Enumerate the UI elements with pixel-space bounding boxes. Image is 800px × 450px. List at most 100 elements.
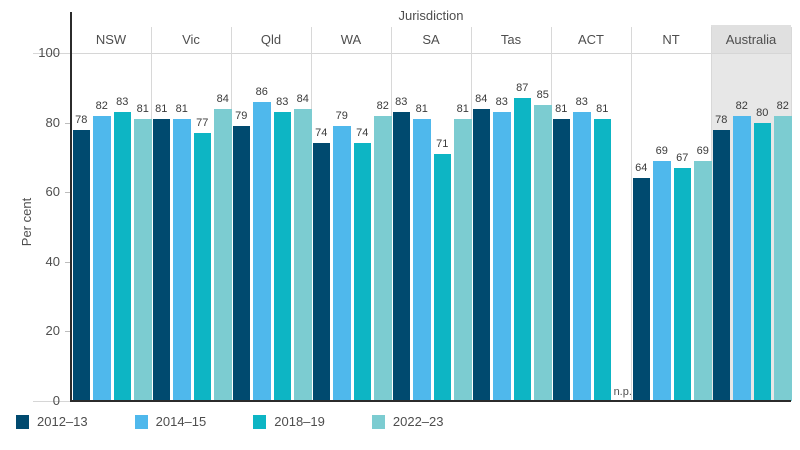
bar-nsw-2012-13[interactable] [72, 129, 90, 401]
bar-value-qld-2012-13: 79 [235, 110, 248, 123]
bar-value-nsw-2018-19: 83 [116, 96, 129, 109]
bar-value-qld-2018-19: 83 [276, 96, 289, 109]
bar-sa-2018-19[interactable] [433, 153, 451, 401]
bar-qld-2014-15[interactable] [253, 101, 271, 401]
bar-nsw-2022-23[interactable] [134, 119, 152, 401]
bar-wa-2012-13[interactable] [312, 143, 330, 401]
np-label-act-2022-23: n.p. [613, 386, 632, 398]
legend-item-2014-15[interactable]: 2014–15 [134, 414, 207, 429]
bar-nt-2014-15[interactable] [653, 160, 671, 401]
bar-wa-2014-15[interactable] [333, 126, 351, 401]
bar-act-2012-13[interactable] [552, 119, 570, 401]
bar-value-qld-2022-23: 84 [296, 92, 309, 105]
bar-value-act-2012-13: 81 [555, 103, 568, 116]
bar-sa-2012-13[interactable] [392, 112, 410, 401]
bar-act-2018-19[interactable] [593, 119, 611, 401]
highlight-header-australia [711, 25, 791, 53]
bar-value-australia-2018-19: 80 [756, 106, 769, 119]
panel-divider [791, 27, 792, 401]
x-axis-line [71, 400, 791, 402]
column-header-australia: Australia [725, 32, 777, 47]
column-header-wa: WA [340, 32, 362, 47]
bar-nt-2022-23[interactable] [694, 160, 712, 401]
legend-item-2012-13[interactable]: 2012–13 [16, 414, 88, 429]
bar-value-act-2014-15: 83 [575, 96, 588, 109]
bar-value-australia-2022-23: 82 [776, 99, 789, 112]
bar-sa-2022-23[interactable] [454, 119, 472, 401]
bar-value-nt-2012-13: 64 [635, 162, 648, 175]
bar-wa-2022-23[interactable] [374, 115, 392, 401]
bar-vic-2018-19[interactable] [193, 133, 211, 401]
legend: 2012–13 2014–15 2018–19 2022–23 [16, 414, 491, 429]
legend-label-2012-13: 2012–13 [37, 414, 88, 429]
bar-value-sa-2012-13: 83 [395, 96, 408, 109]
bar-value-sa-2022-23: 81 [456, 103, 469, 116]
panel-divider [471, 27, 472, 401]
bar-value-wa-2018-19: 74 [356, 127, 369, 140]
column-header-vic: Vic [182, 32, 200, 47]
legend-label-2022-23: 2022–23 [392, 414, 444, 429]
y-tick-label-80: 80 [45, 114, 60, 130]
legend-swatch-2018-19 [253, 414, 267, 429]
bar-value-tas-2022-23: 85 [536, 89, 549, 102]
panel-divider [231, 27, 232, 401]
bar-act-2014-15[interactable] [573, 112, 591, 401]
bar-qld-2018-19[interactable] [273, 112, 291, 401]
baseline-left-stub [33, 401, 71, 402]
bar-sa-2014-15[interactable] [413, 119, 431, 401]
bar-tas-2022-23[interactable] [534, 105, 552, 401]
y-axis-line [70, 12, 72, 402]
bar-nt-2012-13[interactable] [632, 178, 650, 401]
bar-australia-2018-19[interactable] [753, 122, 771, 401]
bar-australia-2022-23[interactable] [774, 115, 792, 401]
bar-qld-2022-23[interactable] [294, 108, 312, 401]
bar-value-nt-2014-15: 69 [655, 144, 668, 157]
bar-vic-2022-23[interactable] [214, 108, 232, 401]
bar-qld-2012-13[interactable] [232, 126, 250, 401]
bar-value-act-2018-19: 81 [596, 103, 609, 116]
legend-item-2018-19[interactable]: 2018–19 [253, 414, 325, 429]
bar-tas-2012-13[interactable] [472, 108, 490, 401]
bar-tas-2018-19[interactable] [513, 98, 531, 401]
bar-vic-2012-13[interactable] [152, 119, 170, 401]
y-tick-label-0: 0 [52, 393, 60, 408]
column-header-tas: Tas [500, 32, 522, 47]
bar-value-nsw-2022-23: 81 [136, 103, 149, 116]
bar-value-nsw-2012-13: 78 [75, 113, 88, 126]
column-header-nt: NT [662, 32, 680, 47]
bar-tas-2014-15[interactable] [493, 112, 511, 401]
panel-divider [711, 27, 712, 401]
bar-value-sa-2018-19: 71 [436, 137, 449, 150]
bar-value-australia-2012-13: 78 [715, 113, 728, 126]
bar-nsw-2014-15[interactable] [93, 115, 111, 401]
bar-value-tas-2018-19: 87 [516, 82, 529, 95]
top-gridline [33, 53, 791, 54]
bar-value-wa-2012-13: 74 [315, 127, 328, 140]
bar-value-nt-2018-19: 67 [676, 151, 689, 164]
panel-divider [631, 27, 632, 401]
bar-value-nt-2022-23: 69 [696, 144, 709, 157]
bar-nt-2018-19[interactable] [673, 167, 691, 401]
y-tick-label-60: 60 [45, 184, 60, 200]
bar-value-tas-2014-15: 83 [495, 96, 508, 109]
y-tick-mark [65, 331, 71, 333]
bar-australia-2014-15[interactable] [733, 115, 751, 401]
bar-value-wa-2014-15: 79 [335, 110, 348, 123]
bar-wa-2018-19[interactable] [353, 143, 371, 401]
column-header-sa: SA [422, 32, 440, 47]
legend-label-2018-19: 2018–19 [274, 414, 325, 429]
bar-value-vic-2012-13: 81 [155, 103, 168, 116]
y-tick-label-100: 100 [38, 45, 60, 60]
bar-nsw-2018-19[interactable] [113, 112, 131, 401]
legend-item-2022-23[interactable]: 2022–23 [371, 414, 444, 429]
bar-value-vic-2018-19: 77 [196, 117, 209, 130]
bar-value-tas-2012-13: 84 [475, 92, 488, 105]
panel-divider [391, 27, 392, 401]
bar-value-wa-2022-23: 82 [376, 99, 389, 112]
y-tick-label-20: 20 [45, 323, 60, 339]
y-tick-mark [65, 122, 71, 124]
bar-vic-2014-15[interactable] [173, 119, 191, 401]
legend-label-2014-15: 2014–15 [155, 414, 207, 429]
bar-australia-2012-13[interactable] [712, 129, 730, 401]
